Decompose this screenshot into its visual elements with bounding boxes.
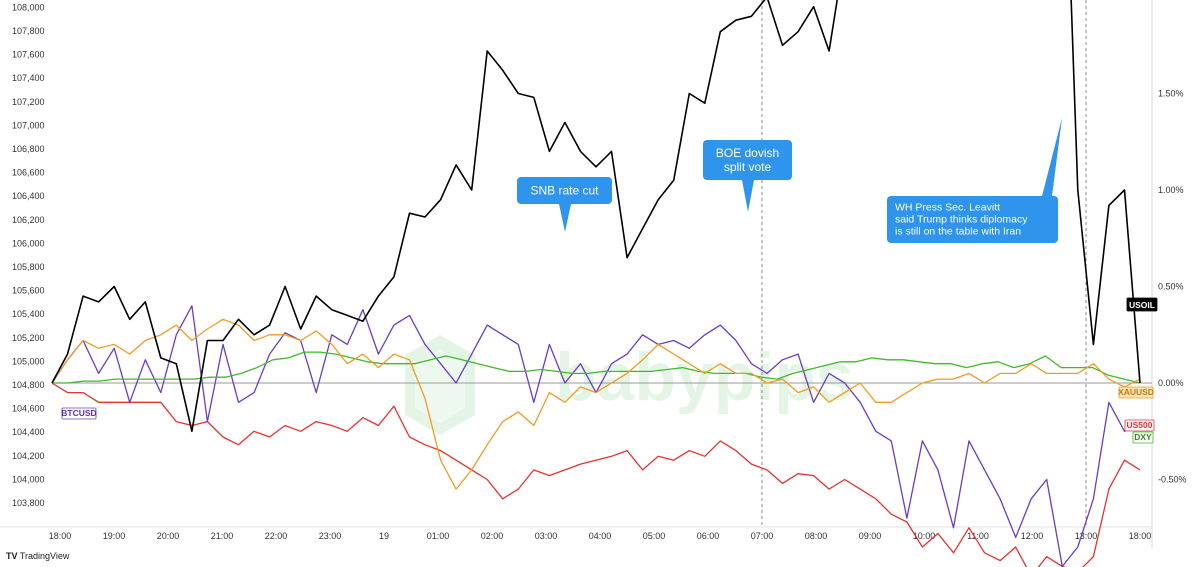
series-tag-label: USOIL: [1129, 300, 1155, 310]
series-layer: [51, 0, 1141, 567]
tradingview-logo[interactable]: TV TradingView: [6, 551, 69, 561]
series-line-us500: [51, 382, 1141, 567]
x-axis-tick: 10:00: [913, 531, 936, 541]
callout-pointer: [559, 204, 571, 232]
right-axis-tick: 0.00%: [1158, 378, 1184, 388]
left-axis-tick: 107,800: [12, 26, 45, 36]
chart-grid: [0, 0, 1153, 548]
left-axis-tick: 107,400: [12, 73, 45, 83]
series-line-usoil: [51, 0, 1141, 433]
x-axis-tick: 05:00: [643, 531, 666, 541]
x-axis-tick: 02:00: [481, 531, 504, 541]
series-tag-box: [61, 407, 97, 420]
x-axis-tick: 22:00: [265, 531, 288, 541]
left-axis-tick: 105,600: [12, 286, 45, 296]
x-axis-tick: 11:00: [967, 531, 989, 541]
callout-box: [887, 196, 1058, 243]
x-axis-tick: 18:00: [1129, 531, 1152, 541]
left-axis: 103,800 104,000 104,200 104,400 104,600 104,8…: [12, 2, 45, 508]
series-tag-btcusd: BTCUSD: [61, 407, 97, 420]
x-axis-tick: 12:00: [1021, 531, 1044, 541]
x-axis-tick: 07:00: [751, 531, 774, 541]
left-axis-tick: 105,200: [12, 333, 45, 343]
babypips-watermark: babypips: [405, 335, 854, 435]
event-callout: SNB rate cut: [517, 177, 612, 232]
x-axis-tick: 19: [379, 531, 389, 541]
left-axis-tick: 106,000: [12, 238, 45, 248]
callout-text: split vote: [724, 160, 772, 174]
left-axis-tick: 106,400: [12, 191, 45, 201]
series-tag-usoil: USOIL: [1126, 297, 1158, 312]
series-tag-box: [1126, 297, 1158, 312]
x-axis: 18:00 19:00 20:00 21:00 22:00 23:00 19 01:00 02:…: [49, 531, 1152, 541]
series-tags: USOIL XAUUSD DXY BTCUSD US500: [61, 297, 1158, 444]
callout-pointer: [1042, 118, 1062, 196]
x-axis-tick: 20:00: [157, 531, 180, 541]
left-axis-tick: 104,200: [12, 451, 45, 461]
left-axis-tick: 106,600: [12, 168, 45, 178]
left-axis-tick: 104,400: [12, 427, 45, 437]
callout-box: [703, 140, 792, 180]
left-axis-tick: 107,200: [12, 97, 45, 107]
series-line-xauusd: [51, 318, 1141, 490]
series-tag-box: [1132, 431, 1154, 444]
left-axis-tick: 104,800: [12, 380, 45, 390]
callout-text: said Trump thinks diplomacy: [895, 214, 1028, 226]
x-axis-tick: 19:00: [103, 531, 126, 541]
left-axis-tick: 106,200: [12, 215, 45, 225]
series-tag-box: [1124, 419, 1155, 432]
x-axis-tick: 13:00: [1075, 531, 1098, 541]
series-tag-label: US500: [1127, 420, 1153, 430]
callout-box: [517, 177, 612, 204]
left-axis-tick: 103,800: [12, 498, 45, 508]
series-line-dxy: [52, 351, 1141, 384]
callout-text: is still on the table with Iran: [895, 226, 1021, 238]
left-axis-tick: 104,000: [12, 474, 45, 484]
x-axis-tick: 06:00: [697, 531, 720, 541]
tradingview-brand: TradingView: [19, 551, 70, 561]
x-axis-tick: 09:00: [859, 531, 882, 541]
x-axis-tick: 03:00: [535, 531, 558, 541]
right-axis-tick: 2.00%: [1158, 0, 1184, 2]
left-axis-tick: 105,000: [12, 356, 45, 366]
watermark-text: babypips: [555, 339, 854, 415]
series-tag-label: BTCUSD: [61, 408, 96, 418]
left-axis-tick: 105,400: [12, 309, 45, 319]
left-axis-tick: 108,000: [12, 2, 45, 12]
left-axis-tick: 107,600: [12, 50, 45, 60]
series-tag-us500: US500: [1124, 419, 1155, 432]
x-axis-tick: 01:00: [427, 531, 450, 541]
right-axis-tick: 1.50%: [1158, 89, 1184, 99]
left-axis-tick: 104,600: [12, 404, 45, 414]
x-axis-tick: 23:00: [319, 531, 342, 541]
right-axis-tick: -0.50%: [1158, 475, 1187, 485]
tradingview-icon: TV: [6, 551, 18, 561]
left-axis-tick: 106,800: [12, 144, 45, 154]
left-axis-tick: 105,800: [12, 262, 45, 272]
right-axis-tick: 1.00%: [1158, 185, 1184, 195]
series-tag-box: [1118, 386, 1154, 399]
series-tag-label: XAUUSD: [1118, 387, 1154, 397]
x-axis-tick: 21:00: [211, 531, 234, 541]
callout-text: BOE dovish: [716, 146, 779, 160]
left-axis-tick: 107,000: [12, 120, 45, 130]
callout-text: WH Press Sec. Leavitt: [895, 202, 1000, 214]
callout-pointer: [742, 180, 754, 212]
series-tag-label: DXY: [1134, 432, 1152, 442]
x-axis-tick: 08:00: [805, 531, 828, 541]
x-axis-tick: 18:00: [49, 531, 72, 541]
right-axis: -1.00%-0.50%0.00%0.50%1.00%1.50%2.00%2.5…: [1158, 0, 1187, 485]
x-axis-tick: 04:00: [589, 531, 612, 541]
series-tag-dxy: DXY: [1132, 431, 1154, 444]
series-tag-xauusd: XAUUSD: [1118, 386, 1154, 399]
right-axis-tick: 0.50%: [1158, 282, 1184, 292]
callout-text: SNB rate cut: [530, 184, 599, 198]
